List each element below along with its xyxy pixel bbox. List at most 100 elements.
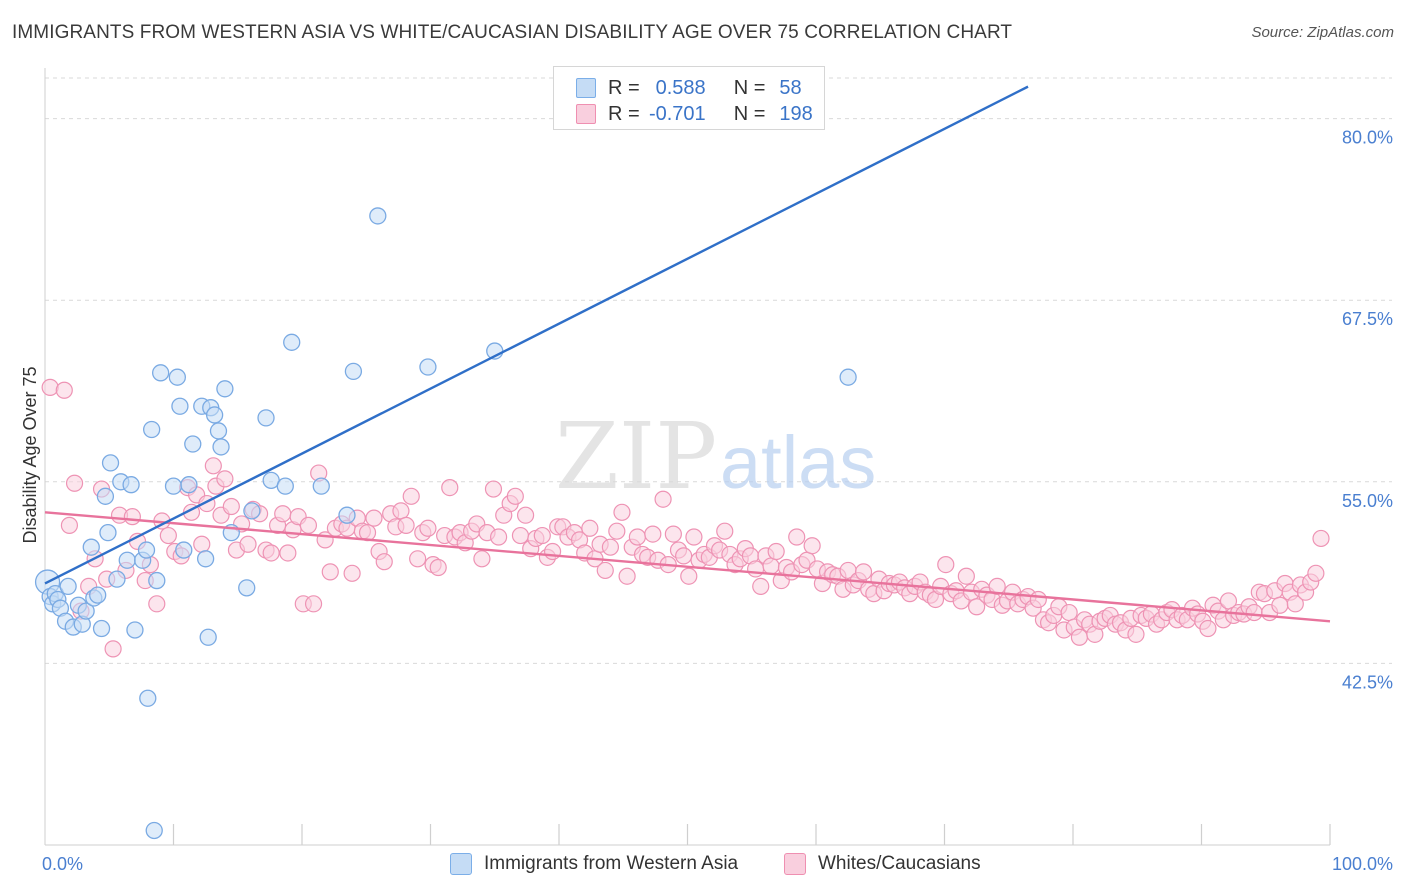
bottom-legend-label: Whites/Caucasians bbox=[818, 853, 981, 874]
chart-title: IMMIGRANTS FROM WESTERN ASIA VS WHITE/CA… bbox=[12, 22, 1013, 43]
point-western-asia bbox=[199, 628, 217, 646]
point-whites bbox=[608, 522, 626, 540]
point-whites bbox=[1199, 619, 1217, 638]
x-tick-label-max: 100.0% bbox=[1332, 854, 1393, 874]
point-western-asia bbox=[126, 621, 144, 639]
point-whites bbox=[490, 528, 508, 546]
point-whites bbox=[1070, 628, 1089, 646]
point-whites bbox=[1245, 603, 1263, 622]
point-whites bbox=[716, 522, 734, 540]
point-whites bbox=[628, 528, 646, 546]
point-western-asia bbox=[175, 541, 193, 559]
point-whites bbox=[123, 508, 141, 526]
trend-line-western-asia bbox=[44, 85, 1029, 585]
legend-n-value: 198 bbox=[779, 102, 813, 125]
point-western-asia bbox=[145, 821, 163, 840]
point-whites bbox=[216, 470, 234, 488]
point-western-asia bbox=[122, 476, 140, 494]
legend-n-label: N = bbox=[733, 76, 766, 99]
point-whites bbox=[239, 535, 257, 553]
point-western-asia bbox=[205, 406, 224, 424]
point-whites bbox=[506, 487, 524, 505]
point-whites bbox=[1127, 625, 1145, 643]
point-whites bbox=[343, 564, 361, 582]
point-western-asia bbox=[212, 438, 230, 456]
watermark-zip: ZIP bbox=[555, 403, 717, 510]
point-whites bbox=[1271, 596, 1289, 614]
point-whites bbox=[60, 516, 79, 534]
x-tick-label-min: 0.0% bbox=[42, 854, 83, 874]
point-whites bbox=[402, 487, 420, 505]
trend-line-whites bbox=[44, 511, 1331, 623]
y-tick-label: 67.5% bbox=[1342, 309, 1393, 329]
legend-swatch-blue bbox=[576, 78, 596, 98]
point-western-asia bbox=[164, 477, 183, 495]
point-whites bbox=[752, 577, 770, 595]
point-western-asia bbox=[312, 477, 330, 495]
x-tick-labels: 0.0% 100.0% bbox=[42, 854, 1393, 874]
point-western-asia bbox=[139, 689, 157, 707]
legend-row-western-asia: R = 0.588 N = 58 bbox=[576, 76, 802, 100]
point-whites bbox=[543, 542, 562, 561]
point-whites bbox=[104, 640, 122, 658]
point-western-asia bbox=[257, 409, 275, 427]
point-whites bbox=[204, 457, 222, 475]
point-whites bbox=[65, 474, 84, 492]
point-whites bbox=[193, 535, 211, 553]
legend-row-whites: R = -0.701 N = 198 bbox=[576, 102, 813, 126]
point-whites bbox=[222, 497, 240, 516]
point-western-asia bbox=[99, 523, 117, 542]
point-western-asia bbox=[151, 364, 170, 382]
point-western-asia bbox=[216, 380, 234, 398]
point-whites bbox=[803, 537, 821, 555]
point-whites bbox=[581, 519, 599, 537]
point-whites bbox=[299, 516, 318, 534]
point-western-asia bbox=[101, 454, 120, 472]
bottom-legend-western-asia: Immigrants from Western Asia bbox=[450, 850, 738, 878]
point-whites bbox=[613, 503, 631, 521]
y-tick-label: 42.5% bbox=[1342, 672, 1393, 692]
point-western-asia bbox=[96, 487, 115, 505]
legend-r-label: R = bbox=[608, 76, 640, 99]
point-western-asia bbox=[89, 586, 107, 604]
bottom-legend-whites: Whites/Caucasians bbox=[784, 850, 981, 878]
point-western-asia bbox=[137, 541, 156, 559]
point-whites bbox=[788, 528, 806, 546]
point-western-asia bbox=[77, 602, 95, 620]
point-whites bbox=[262, 544, 280, 562]
point-whites bbox=[747, 560, 765, 578]
y-tick-label: 80.0% bbox=[1342, 128, 1393, 148]
watermark: ZIP atlas bbox=[555, 403, 876, 510]
point-whites bbox=[516, 506, 535, 524]
point-whites bbox=[533, 526, 551, 545]
point-western-asia bbox=[148, 571, 166, 590]
point-whites bbox=[41, 378, 59, 396]
point-whites bbox=[957, 567, 975, 585]
point-western-asia bbox=[184, 435, 202, 453]
bottom-legend-swatch-blue bbox=[450, 853, 472, 875]
point-whites bbox=[1312, 529, 1330, 548]
legend: R = 0.588 N = 58 R = -0.701 N = 198 bbox=[553, 66, 825, 130]
point-whites bbox=[1286, 595, 1304, 613]
point-western-asia bbox=[283, 333, 301, 351]
point-whites bbox=[1060, 603, 1078, 622]
point-whites bbox=[1029, 590, 1047, 609]
series-western-asia-points bbox=[34, 207, 857, 840]
point-western-asia bbox=[419, 358, 437, 376]
point-western-asia bbox=[168, 368, 187, 386]
point-whites bbox=[55, 381, 73, 399]
legend-n-value: 58 bbox=[779, 76, 802, 99]
point-whites bbox=[680, 567, 698, 585]
point-whites bbox=[596, 561, 614, 580]
point-whites bbox=[473, 550, 491, 568]
point-western-asia bbox=[243, 502, 261, 520]
point-whites bbox=[279, 544, 297, 562]
point-whites bbox=[484, 480, 503, 498]
point-western-asia bbox=[118, 551, 136, 569]
point-whites bbox=[968, 598, 986, 616]
point-western-asia bbox=[92, 619, 111, 638]
bottom-legend-label: Immigrants from Western Asia bbox=[484, 853, 739, 874]
point-whites bbox=[148, 595, 166, 613]
point-western-asia bbox=[143, 420, 161, 439]
